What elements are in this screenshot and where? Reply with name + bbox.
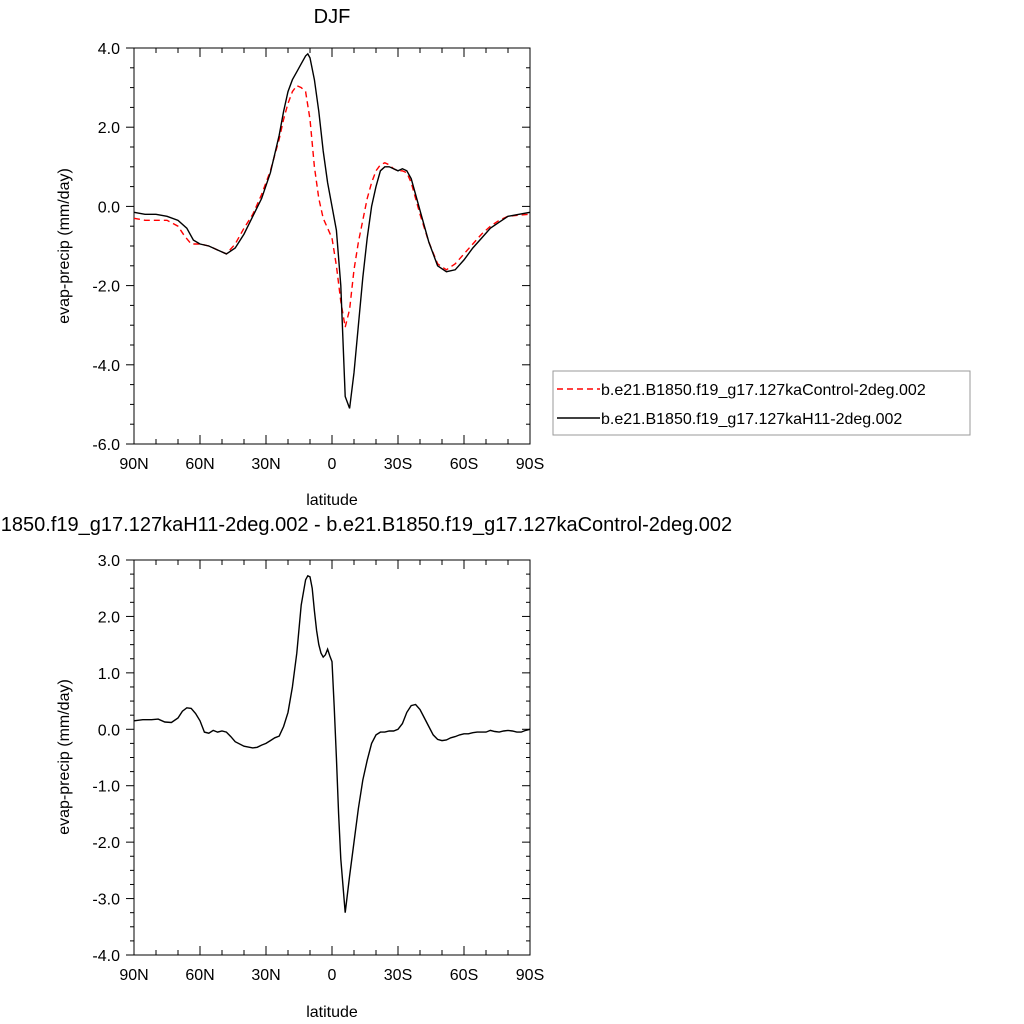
bottom-x-tick-label: 30N (251, 967, 280, 984)
bottom-x-tick-label: 0 (328, 967, 337, 984)
top-y-tick-label: 2.0 (98, 120, 120, 137)
bottom-y-tick-labels: -4.0 -3.0 -2.0 -1.0 0.0 1.0 2.0 3.0 (92, 553, 120, 965)
bottom-x-tick-label: 60S (450, 967, 478, 984)
bottom-x-tick-label: 30S (384, 967, 412, 984)
legend-box (552, 370, 971, 436)
series-line-h11 (133, 52, 531, 409)
legend-label-control: b.e21.B1850.f19_g17.127kaControl-2deg.00… (601, 382, 926, 399)
top-y-tick-label: 4.0 (98, 41, 120, 58)
top-y-tick-label: 0.0 (98, 199, 120, 216)
legend-label-h11: b.e21.B1850.f19_g17.127kaH11-2deg.002 (601, 411, 902, 428)
bottom-x-tick-label: 90N (119, 967, 148, 984)
bottom-y-tick-label: -1.0 (92, 779, 120, 796)
bottom-y-tick-label: 1.0 (98, 666, 120, 683)
bottom-plot-frame (133, 559, 531, 956)
top-y-tick-labels: -6.0 -4.0 -2.0 0.0 2.0 4.0 (92, 41, 120, 454)
legend: b.e21.B1850.f19_g17.127kaControl-2deg.00… (552, 370, 971, 436)
bottom-x-tick-label: 60N (185, 967, 214, 984)
top-x-tick-label: 90N (119, 456, 148, 473)
top-series-lines (133, 52, 531, 409)
top-y-tick-label: -6.0 (92, 437, 120, 454)
bottom-y-tick-label: 0.0 (98, 722, 120, 739)
series-line-difference (133, 574, 531, 913)
bottom-y-tick-label: 3.0 (98, 553, 120, 570)
bottom-y-tick-label: -4.0 (92, 948, 120, 965)
top-plot-frame (133, 47, 531, 445)
top-panel: DJF 90N 60N 30N 0 30S 60S 90S -6.0 -4.0 … (56, 6, 544, 509)
top-x-tick-label: 30N (251, 456, 280, 473)
top-x-tick-label: 0 (328, 456, 337, 473)
top-x-tick-label: 60S (450, 456, 478, 473)
bottom-series-lines (133, 574, 531, 913)
bottom-y-tick-label: -3.0 (92, 892, 120, 909)
bottom-x-tick-label: 90S (516, 967, 544, 984)
top-x-tick-label: 60N (185, 456, 214, 473)
top-x-axis-title: latitude (306, 492, 358, 509)
top-x-tick-label: 30S (384, 456, 412, 473)
bottom-y-axis-title: evap-precip (mm/day) (56, 679, 73, 835)
top-y-tick-label: -2.0 (92, 279, 120, 296)
bottom-y-tick-label: 2.0 (98, 609, 120, 626)
top-y-tick-label: -4.0 (92, 358, 120, 375)
top-x-tick-labels: 90N 60N 30N 0 30S 60S 90S (119, 456, 544, 473)
top-chart-title: DJF (314, 6, 351, 28)
top-x-tick-label: 90S (516, 456, 544, 473)
bottom-ticks (126, 559, 531, 956)
bottom-x-tick-labels: 90N 60N 30N 0 30S 60S 90S (119, 967, 544, 984)
top-ticks (126, 47, 531, 445)
bottom-y-tick-label: -2.0 (92, 835, 120, 852)
top-y-axis-title: evap-precip (mm/day) (56, 168, 73, 324)
bottom-panel: b.e21.B1850.f19_g17.127kaH11-2deg.002 - … (0, 514, 732, 1021)
bottom-chart-title: b.e21.B1850.f19_g17.127kaH11-2deg.002 - … (0, 514, 732, 536)
bottom-x-axis-title: latitude (306, 1004, 358, 1021)
